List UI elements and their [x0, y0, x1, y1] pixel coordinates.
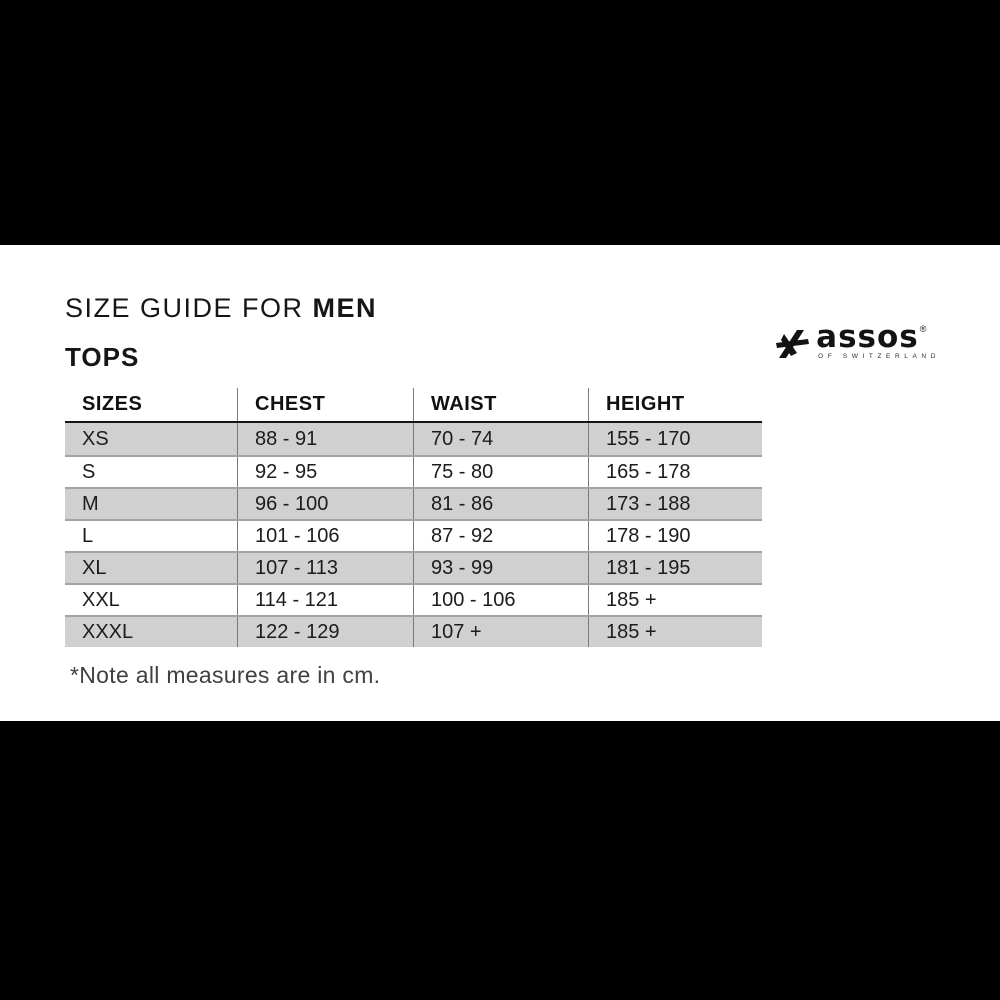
- assos-brandline: assos ®: [816, 319, 927, 355]
- category-subtitle: TOPS: [65, 342, 140, 372]
- cell-size: M: [82, 492, 99, 515]
- cell-height: 185 +: [588, 617, 762, 647]
- assos-star-icon: [776, 330, 810, 358]
- cell-waist: 100 - 106: [413, 585, 588, 615]
- cell-chest: 122 - 129: [237, 617, 413, 647]
- cell-size: L: [82, 524, 94, 547]
- assos-logo: assos ® OF SWITZERLAND: [775, 319, 940, 361]
- cell-waist: 93 - 99: [413, 553, 588, 583]
- cell-waist: 81 - 86: [413, 489, 588, 519]
- table-row-xl: XL 107 - 113 93 - 99 181 - 195: [65, 551, 762, 583]
- cell-height: 165 - 178: [588, 457, 762, 487]
- cell-waist: 107 +: [413, 617, 588, 647]
- page-title-regular: SIZE GUIDE FOR: [65, 293, 313, 323]
- header-height: HEIGHT: [588, 388, 762, 421]
- cell-waist: 70 - 74: [413, 423, 588, 455]
- cell-size: XS: [82, 427, 109, 450]
- cell-height: 181 - 195: [588, 553, 762, 583]
- page-title-gender: MEN: [312, 293, 378, 323]
- cell-chest: 101 - 106: [237, 521, 413, 551]
- header-chest: CHEST: [237, 388, 413, 421]
- cell-waist: 75 - 80: [413, 457, 588, 487]
- size-guide-table: SIZES CHEST WAIST HEIGHT XS 88 - 91 70 -…: [65, 388, 762, 647]
- table-header-row: SIZES CHEST WAIST HEIGHT: [65, 388, 762, 423]
- cell-chest: 114 - 121: [237, 585, 413, 615]
- page-title: SIZE GUIDE FOR MEN: [65, 293, 377, 324]
- measures-footnote: *Note all measures are in cm.: [70, 662, 381, 688]
- bottom-letterbox-bar: [0, 721, 1000, 1000]
- header-waist: WAIST: [413, 388, 588, 421]
- registered-trademark-symbol: ®: [919, 324, 927, 334]
- cell-size: XXXL: [82, 620, 134, 643]
- table-row-xxl: XXL 114 - 121 100 - 106 185 +: [65, 583, 762, 615]
- cell-size: XXL: [82, 588, 120, 611]
- cell-chest: 88 - 91: [237, 423, 413, 455]
- cell-chest: 92 - 95: [237, 457, 413, 487]
- cell-waist: 87 - 92: [413, 521, 588, 551]
- cell-size: XL: [82, 556, 107, 579]
- table-row-xxxl: XXXL 122 - 129 107 + 185 +: [65, 615, 762, 647]
- table-row-xs: XS 88 - 91 70 - 74 155 - 170: [65, 423, 762, 455]
- cell-height: 173 - 188: [588, 489, 762, 519]
- header-sizes: SIZES: [82, 393, 143, 415]
- assos-tagline: OF SWITZERLAND: [818, 353, 940, 361]
- cell-height: 185 +: [588, 585, 762, 615]
- cell-size: S: [82, 460, 96, 483]
- cell-chest: 107 - 113: [237, 553, 413, 583]
- assos-wordmark: assos: [816, 319, 919, 355]
- size-guide-panel: SIZE GUIDE FOR MEN TOPS assos ® OF SWITZ…: [0, 245, 1000, 721]
- table-row-m: M 96 - 100 81 - 86 173 - 188: [65, 487, 762, 519]
- cell-height: 155 - 170: [588, 423, 762, 455]
- assos-logo-text: assos ® OF SWITZERLAND: [816, 319, 940, 361]
- table-row-s: S 92 - 95 75 - 80 165 - 178: [65, 455, 762, 487]
- cell-chest: 96 - 100: [237, 489, 413, 519]
- table-row-l: L 101 - 106 87 - 92 178 - 190: [65, 519, 762, 551]
- top-letterbox-bar: [0, 0, 1000, 245]
- cell-height: 178 - 190: [588, 521, 762, 551]
